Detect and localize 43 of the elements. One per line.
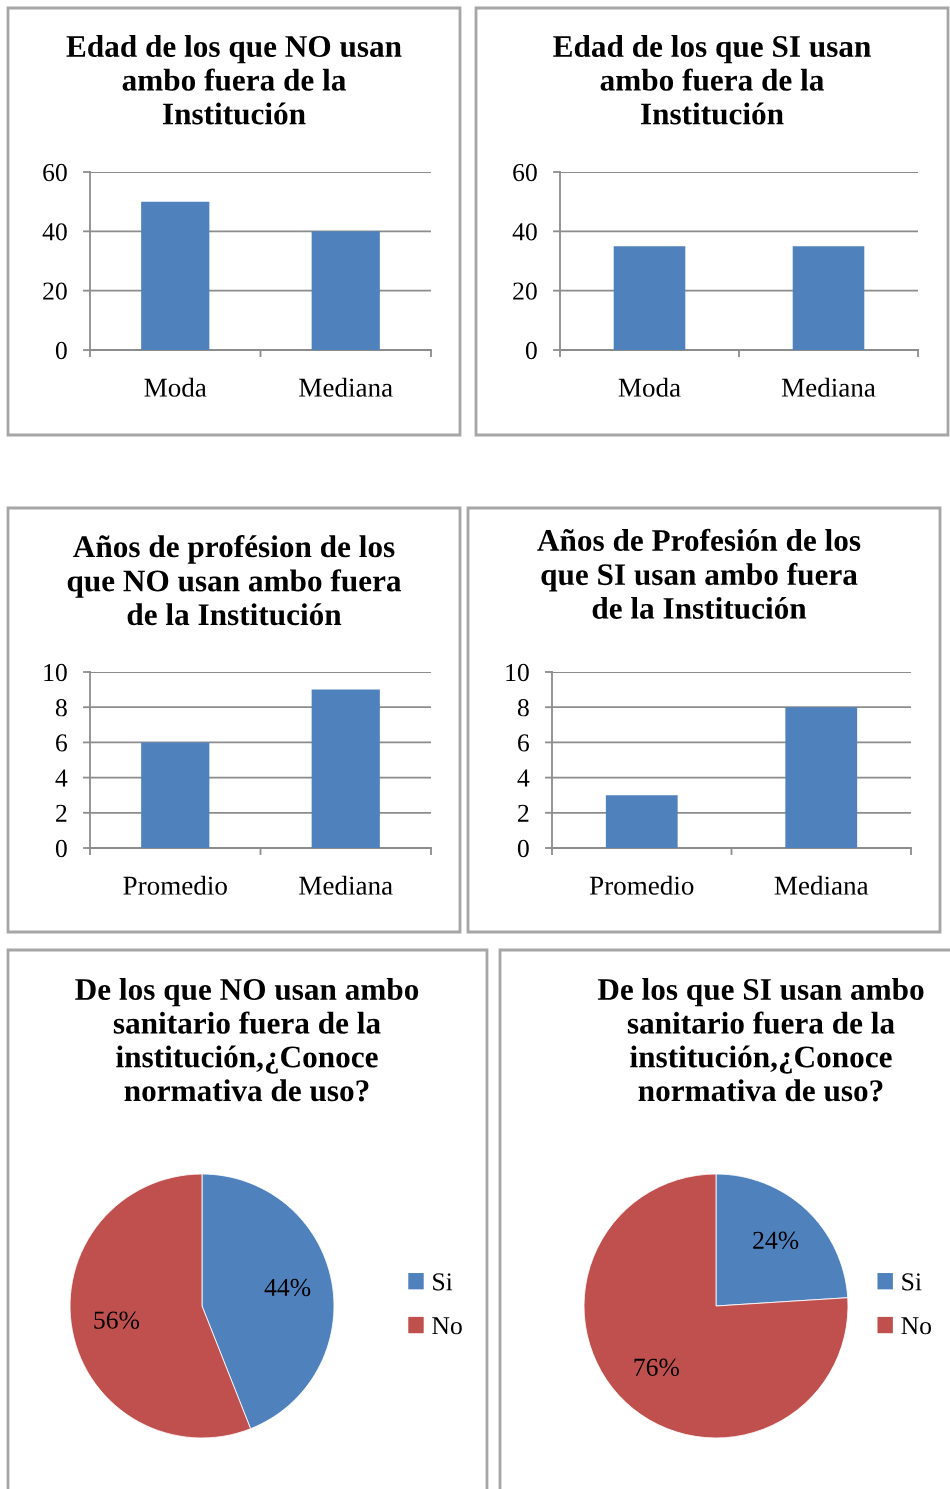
x-tick-label: Promedio — [589, 875, 694, 895]
x-tick-label: Promedio — [123, 875, 227, 895]
pie-slice — [583, 1173, 849, 1439]
data-label: 56% — [94, 1311, 140, 1329]
y-tick-label: 0 — [525, 341, 537, 360]
y-tick-label: 4 — [55, 769, 68, 787]
x-tick-label: Moda — [618, 377, 681, 397]
y-tick-label: 60 — [513, 163, 537, 182]
data-label: 24% — [753, 1231, 799, 1250]
legend-label: No — [901, 1317, 932, 1335]
y-tick-label: 0 — [517, 839, 529, 858]
legend-label: Si — [902, 1273, 922, 1291]
x-tick-label: Mediana — [781, 377, 876, 397]
x-tick-label: Mediana — [299, 377, 393, 397]
y-tick-label: 60 — [43, 163, 67, 182]
y-tick-label: 0 — [55, 341, 67, 360]
y-tick-label: 40 — [42, 223, 67, 241]
y-tick-label: 20 — [513, 282, 537, 300]
x-tick-label: Mediana — [774, 875, 869, 895]
y-tick-label: 2 — [56, 804, 67, 822]
chart-title: Años de profésion de los que NO usan ambo fuera de la Institución — [67, 535, 402, 626]
chart-title: Años de Profesión de los que SI usan ambo fuera de la Institución — [537, 528, 861, 619]
legend-label: No — [432, 1317, 462, 1335]
data-label: 44% — [264, 1278, 311, 1297]
legend-label: Si — [433, 1273, 453, 1291]
x-tick-label: Mediana — [299, 875, 393, 895]
y-tick-label: 40 — [512, 223, 537, 241]
data-label: 76% — [634, 1358, 680, 1377]
chart-title: De los que SI usan ambo sanitario fuera de la institución,¿Conoce normativa de uso? — [597, 978, 924, 1102]
y-tick-label: 2 — [518, 804, 529, 822]
chart-title: Edad de los que SI usan ambo fuera de la Institución — [553, 35, 871, 125]
y-tick-label: 8 — [517, 699, 529, 717]
y-tick-label: 10 — [506, 663, 529, 682]
chart-title: De los que NO usan ambo sanitario fuera de la institución,¿Conoce normativa de uso? — [75, 978, 419, 1102]
y-tick-label: 8 — [55, 699, 67, 717]
y-tick-label: 10 — [44, 663, 67, 682]
chart-title: Edad de los que NO usan ambo fuera de la Institución — [66, 35, 402, 125]
y-tick-label: 0 — [55, 839, 67, 858]
y-tick-label: 20 — [43, 282, 67, 300]
y-tick-label: 6 — [56, 734, 68, 752]
y-tick-label: 6 — [518, 734, 530, 752]
x-tick-label: Moda — [144, 377, 207, 397]
y-tick-label: 4 — [517, 769, 530, 787]
